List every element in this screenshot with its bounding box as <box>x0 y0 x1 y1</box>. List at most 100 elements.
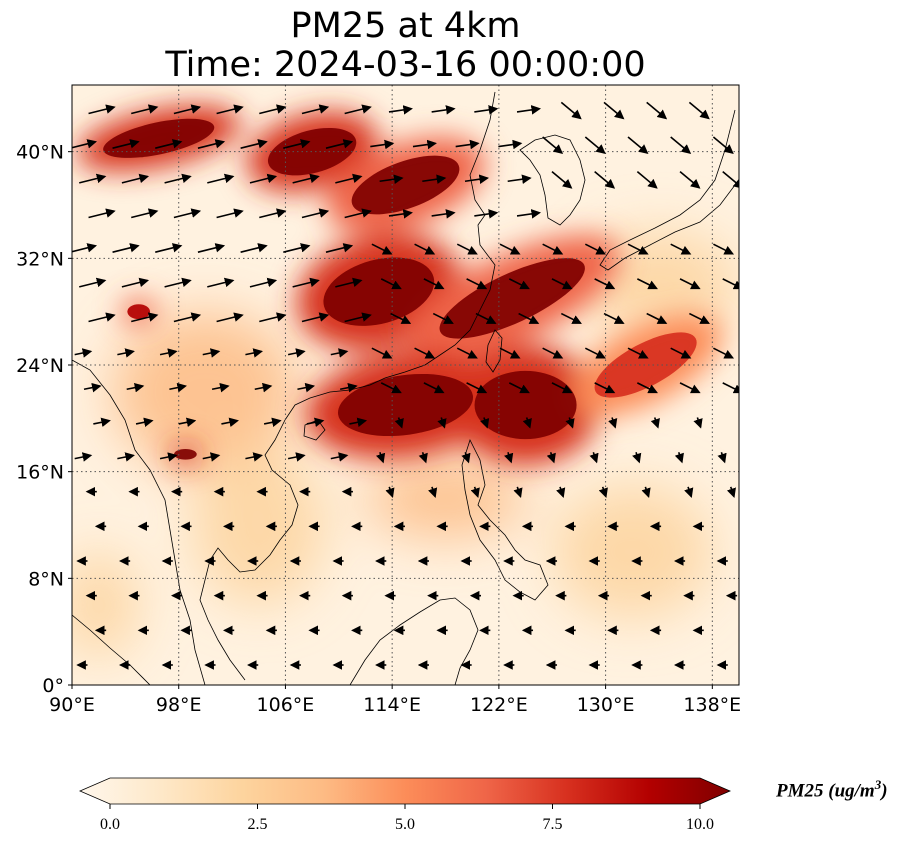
colorbar-tick-label: 10.0 <box>686 816 714 833</box>
wind-arrow <box>254 382 273 393</box>
wind-arrow <box>712 136 734 155</box>
wind-arrow <box>88 312 116 323</box>
wind-arrow <box>371 347 393 359</box>
wind-arrow <box>112 243 140 253</box>
wind-arrow <box>565 417 575 429</box>
wind-arrow <box>197 139 226 149</box>
wind-arrow <box>202 452 221 462</box>
y-tick-label: 16°N <box>16 462 64 484</box>
wind-arrow <box>197 243 226 253</box>
wind-arrow <box>498 139 523 150</box>
plume-luzon-strait <box>474 370 577 440</box>
wind-arrow <box>339 382 358 393</box>
wind-arrow <box>474 105 499 115</box>
wind-arrow <box>330 452 349 462</box>
haze-patch <box>112 311 299 472</box>
wind-arrow <box>380 382 402 394</box>
wind-arrow <box>283 139 311 149</box>
wind-arrow <box>499 347 521 359</box>
wind-arrow <box>632 451 642 464</box>
wind-arrow <box>325 139 354 149</box>
y-tick-label: 8°N <box>28 568 64 590</box>
wind-arrow <box>249 173 278 184</box>
wind-arrow <box>394 417 404 429</box>
y-tick-label: 24°N <box>16 355 64 377</box>
wind-arrow <box>117 452 135 462</box>
wind-arrow <box>598 486 608 498</box>
colorbar-ticks: 0.0 2.5 5.0 7.5 10.0 <box>100 804 714 833</box>
wind-arrow <box>546 451 556 464</box>
x-tick-label: 106°E <box>257 694 315 716</box>
wind-arrow <box>504 451 514 464</box>
wind-arrow <box>370 139 395 150</box>
wind-arrow <box>88 104 116 115</box>
wind-arrow <box>480 417 490 429</box>
wind-arrow <box>551 171 573 189</box>
wind-arrow <box>79 173 107 184</box>
map-timestamp: Time: 2024-03-16 00:00:00 <box>165 45 646 85</box>
pm25-haze-layer <box>72 231 739 659</box>
wind-arrow <box>173 312 202 323</box>
wind-arrow <box>584 243 606 255</box>
wind-arrow <box>627 136 649 155</box>
wind-arrow <box>178 417 197 428</box>
wind-arrow <box>684 486 694 498</box>
wind-arrow <box>164 277 192 288</box>
wind-arrow <box>173 208 202 219</box>
wind-arrow <box>507 174 532 184</box>
x-tick-label: 130°E <box>577 694 635 716</box>
wind-arrow <box>259 104 287 115</box>
wind-arrow <box>240 139 268 149</box>
luzon-coastline <box>461 438 549 601</box>
wind-arrow <box>556 486 566 498</box>
wind-arrow <box>584 136 606 155</box>
indochina-coastline <box>199 419 299 681</box>
wind-arrow <box>371 243 393 255</box>
wind-arrow <box>283 243 311 253</box>
wind-arrow <box>292 277 320 288</box>
wind-arrow <box>689 312 711 324</box>
plume-central-china <box>323 257 435 326</box>
wind-arrow <box>79 277 107 288</box>
wind-arrow <box>131 208 159 219</box>
y-tick-label: 40°N <box>16 142 64 164</box>
wind-arrow <box>636 171 658 189</box>
wind-arrow <box>414 347 436 359</box>
wind-arrow <box>325 243 354 253</box>
wind-arrow <box>508 382 530 394</box>
taiwan-coastline <box>485 329 503 373</box>
wind-arrow <box>93 417 111 428</box>
wind-arrow <box>470 486 480 498</box>
wind-arrow <box>693 417 703 429</box>
wind-arrow <box>390 312 412 324</box>
wind-arrow <box>414 243 436 255</box>
wind-arrow <box>551 278 573 290</box>
wind-arrow <box>423 278 445 290</box>
wind-arrow <box>121 173 150 184</box>
wind-arrow <box>522 417 532 429</box>
map-axes: 90°E 98°E 106°E 114°E 122°E 130°E 138°E 0° 8°N 16… <box>16 142 741 716</box>
wind-arrow <box>216 208 244 219</box>
wind-arrow <box>670 243 692 255</box>
x-tick-label: 98°E <box>156 694 202 716</box>
wind-arrow <box>301 312 330 323</box>
wind-arrow <box>594 278 616 290</box>
wind-arrow <box>674 451 684 464</box>
wind-arrow <box>388 105 413 115</box>
y-tick-label: 32°N <box>16 248 64 270</box>
x-tick-label: 122°E <box>470 694 528 716</box>
plume-north-china <box>267 127 357 176</box>
wind-arrow <box>74 348 93 358</box>
wind-arrow <box>245 452 263 462</box>
wind-arrow <box>159 348 178 358</box>
wind-arrow <box>455 139 480 150</box>
wind-arrow <box>670 136 692 155</box>
wind-arrow <box>608 417 618 429</box>
y-tick-label: 0° <box>42 675 64 697</box>
wind-arrow <box>74 452 93 462</box>
colorbar-tick-label: 5.0 <box>395 816 415 833</box>
wind-arrow <box>211 382 230 393</box>
wind-arrow <box>650 417 660 429</box>
wind-arrow <box>437 417 447 429</box>
